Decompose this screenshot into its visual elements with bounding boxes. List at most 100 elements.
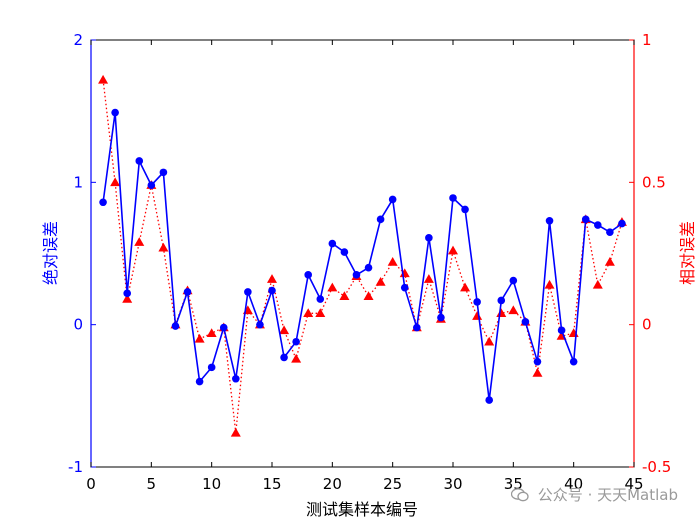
absolute-error-point bbox=[304, 271, 313, 279]
x-tick-label: 5 bbox=[147, 475, 157, 493]
x-tick-label: 10 bbox=[202, 475, 221, 493]
absolute-error-point bbox=[207, 363, 216, 372]
absolute-error-point bbox=[473, 298, 481, 306]
absolute-error-point bbox=[352, 271, 361, 279]
relative-error-point bbox=[315, 308, 326, 318]
left-y-axis-label: 绝对误差 bbox=[41, 221, 60, 285]
x-tick-label: 40 bbox=[564, 475, 583, 493]
wechat-icon bbox=[511, 488, 529, 502]
relative-error-point bbox=[267, 274, 277, 283]
relative-error-point bbox=[158, 242, 169, 252]
absolute-error-point bbox=[461, 205, 469, 214]
relative-error-point bbox=[339, 291, 350, 300]
relative-error-point bbox=[604, 257, 615, 266]
absolute-error-point bbox=[509, 276, 518, 285]
absolute-error-point bbox=[280, 353, 288, 362]
absolute-error-point bbox=[400, 283, 409, 292]
relative-error-point bbox=[230, 427, 241, 437]
relative-error-point bbox=[508, 305, 519, 315]
x-tick-label: 30 bbox=[443, 475, 462, 493]
right-y-axis: -0.5 0 0.5 1 bbox=[629, 31, 671, 476]
plot-area bbox=[90, 39, 635, 468]
absolute-error-point bbox=[388, 195, 397, 204]
x-tick-label: 20 bbox=[323, 475, 342, 493]
relative-error-point bbox=[363, 291, 374, 300]
absolute-error-point bbox=[292, 337, 300, 346]
absolute-error-point bbox=[437, 313, 445, 322]
left-tick-label: 0 bbox=[73, 316, 83, 334]
relative-error-point bbox=[279, 325, 290, 335]
right-tick-label: 0.5 bbox=[642, 173, 666, 191]
absolute-error-point bbox=[268, 286, 276, 295]
absolute-error-point bbox=[533, 357, 542, 366]
absolute-error-point bbox=[316, 295, 325, 303]
left-tick-label: -1 bbox=[68, 458, 83, 476]
left-tick-label: 1 bbox=[73, 173, 83, 191]
relative-error-point bbox=[303, 308, 314, 318]
x-tick-label: 45 bbox=[624, 475, 643, 493]
absolute-error-point bbox=[111, 108, 119, 117]
relative-error-point bbox=[448, 245, 458, 255]
relative-error-point bbox=[194, 333, 205, 343]
absolute-error-point bbox=[449, 194, 457, 202]
right-tick-label: -0.5 bbox=[642, 458, 671, 476]
relative-error-point bbox=[484, 336, 495, 346]
absolute-error-point bbox=[232, 374, 240, 383]
right-y-axis-label: 相对误差 bbox=[678, 221, 697, 285]
relative-error-point bbox=[387, 257, 398, 266]
relative-error-point bbox=[532, 368, 543, 377]
absolute-error-point bbox=[99, 198, 107, 207]
right-tick-label: 1 bbox=[642, 31, 652, 49]
left-tick-label: 2 bbox=[73, 31, 83, 49]
absolute-error-point bbox=[135, 157, 144, 165]
absolute-error-line bbox=[102, 112, 623, 401]
plot-frame bbox=[90, 39, 635, 468]
right-tick-label: 0 bbox=[642, 316, 652, 334]
absolute-error-point bbox=[364, 263, 373, 272]
relative-error-point bbox=[544, 279, 555, 289]
absolute-error-point bbox=[147, 181, 156, 189]
relative-error-point bbox=[375, 276, 386, 286]
absolute-error-point bbox=[328, 239, 337, 248]
x-tick-label: 15 bbox=[262, 475, 281, 493]
absolute-error-point bbox=[618, 219, 626, 228]
absolute-error-point bbox=[425, 234, 433, 242]
absolute-error-series bbox=[99, 108, 626, 404]
absolute-error-point bbox=[183, 288, 192, 296]
absolute-error-point bbox=[123, 289, 131, 298]
relative-error-point bbox=[122, 294, 133, 303]
absolute-error-point bbox=[545, 216, 554, 225]
absolute-error-point bbox=[569, 357, 578, 366]
absolute-error-point bbox=[581, 215, 590, 224]
watermark-text: 公众号 · 天天Matlab bbox=[537, 486, 678, 504]
relative-error-point bbox=[110, 177, 121, 187]
x-axis-label: 测试集样本编号 bbox=[306, 500, 418, 519]
relative-error-point bbox=[98, 74, 109, 84]
relative-error-point bbox=[592, 279, 603, 289]
absolute-error-point bbox=[557, 326, 566, 335]
relative-error-point bbox=[291, 353, 302, 363]
relative-error-point bbox=[327, 282, 338, 292]
absolute-error-point bbox=[413, 323, 421, 332]
x-axis: 0 5 10 15 20 25 30 35 40 45 bbox=[86, 40, 644, 493]
absolute-error-point bbox=[244, 288, 252, 296]
absolute-error-point bbox=[497, 296, 506, 305]
relative-error-point bbox=[134, 237, 145, 246]
absolute-error-point bbox=[485, 396, 494, 404]
x-tick-label: 25 bbox=[383, 475, 402, 493]
relative-error-point bbox=[206, 328, 217, 337]
absolute-error-point bbox=[606, 228, 614, 236]
absolute-error-point bbox=[376, 215, 385, 224]
absolute-error-point bbox=[219, 323, 228, 332]
absolute-error-point bbox=[256, 320, 264, 329]
left-y-axis: -1 0 1 2 bbox=[68, 31, 96, 476]
x-tick-label: 0 bbox=[86, 475, 96, 493]
absolute-error-point bbox=[521, 318, 530, 326]
absolute-error-point bbox=[594, 221, 602, 229]
absolute-error-point bbox=[195, 377, 204, 386]
absolute-error-point bbox=[340, 248, 349, 256]
watermark: 公众号 · 天天Matlab bbox=[511, 484, 678, 505]
absolute-error-point bbox=[159, 168, 168, 177]
relative-error-point bbox=[460, 282, 471, 292]
